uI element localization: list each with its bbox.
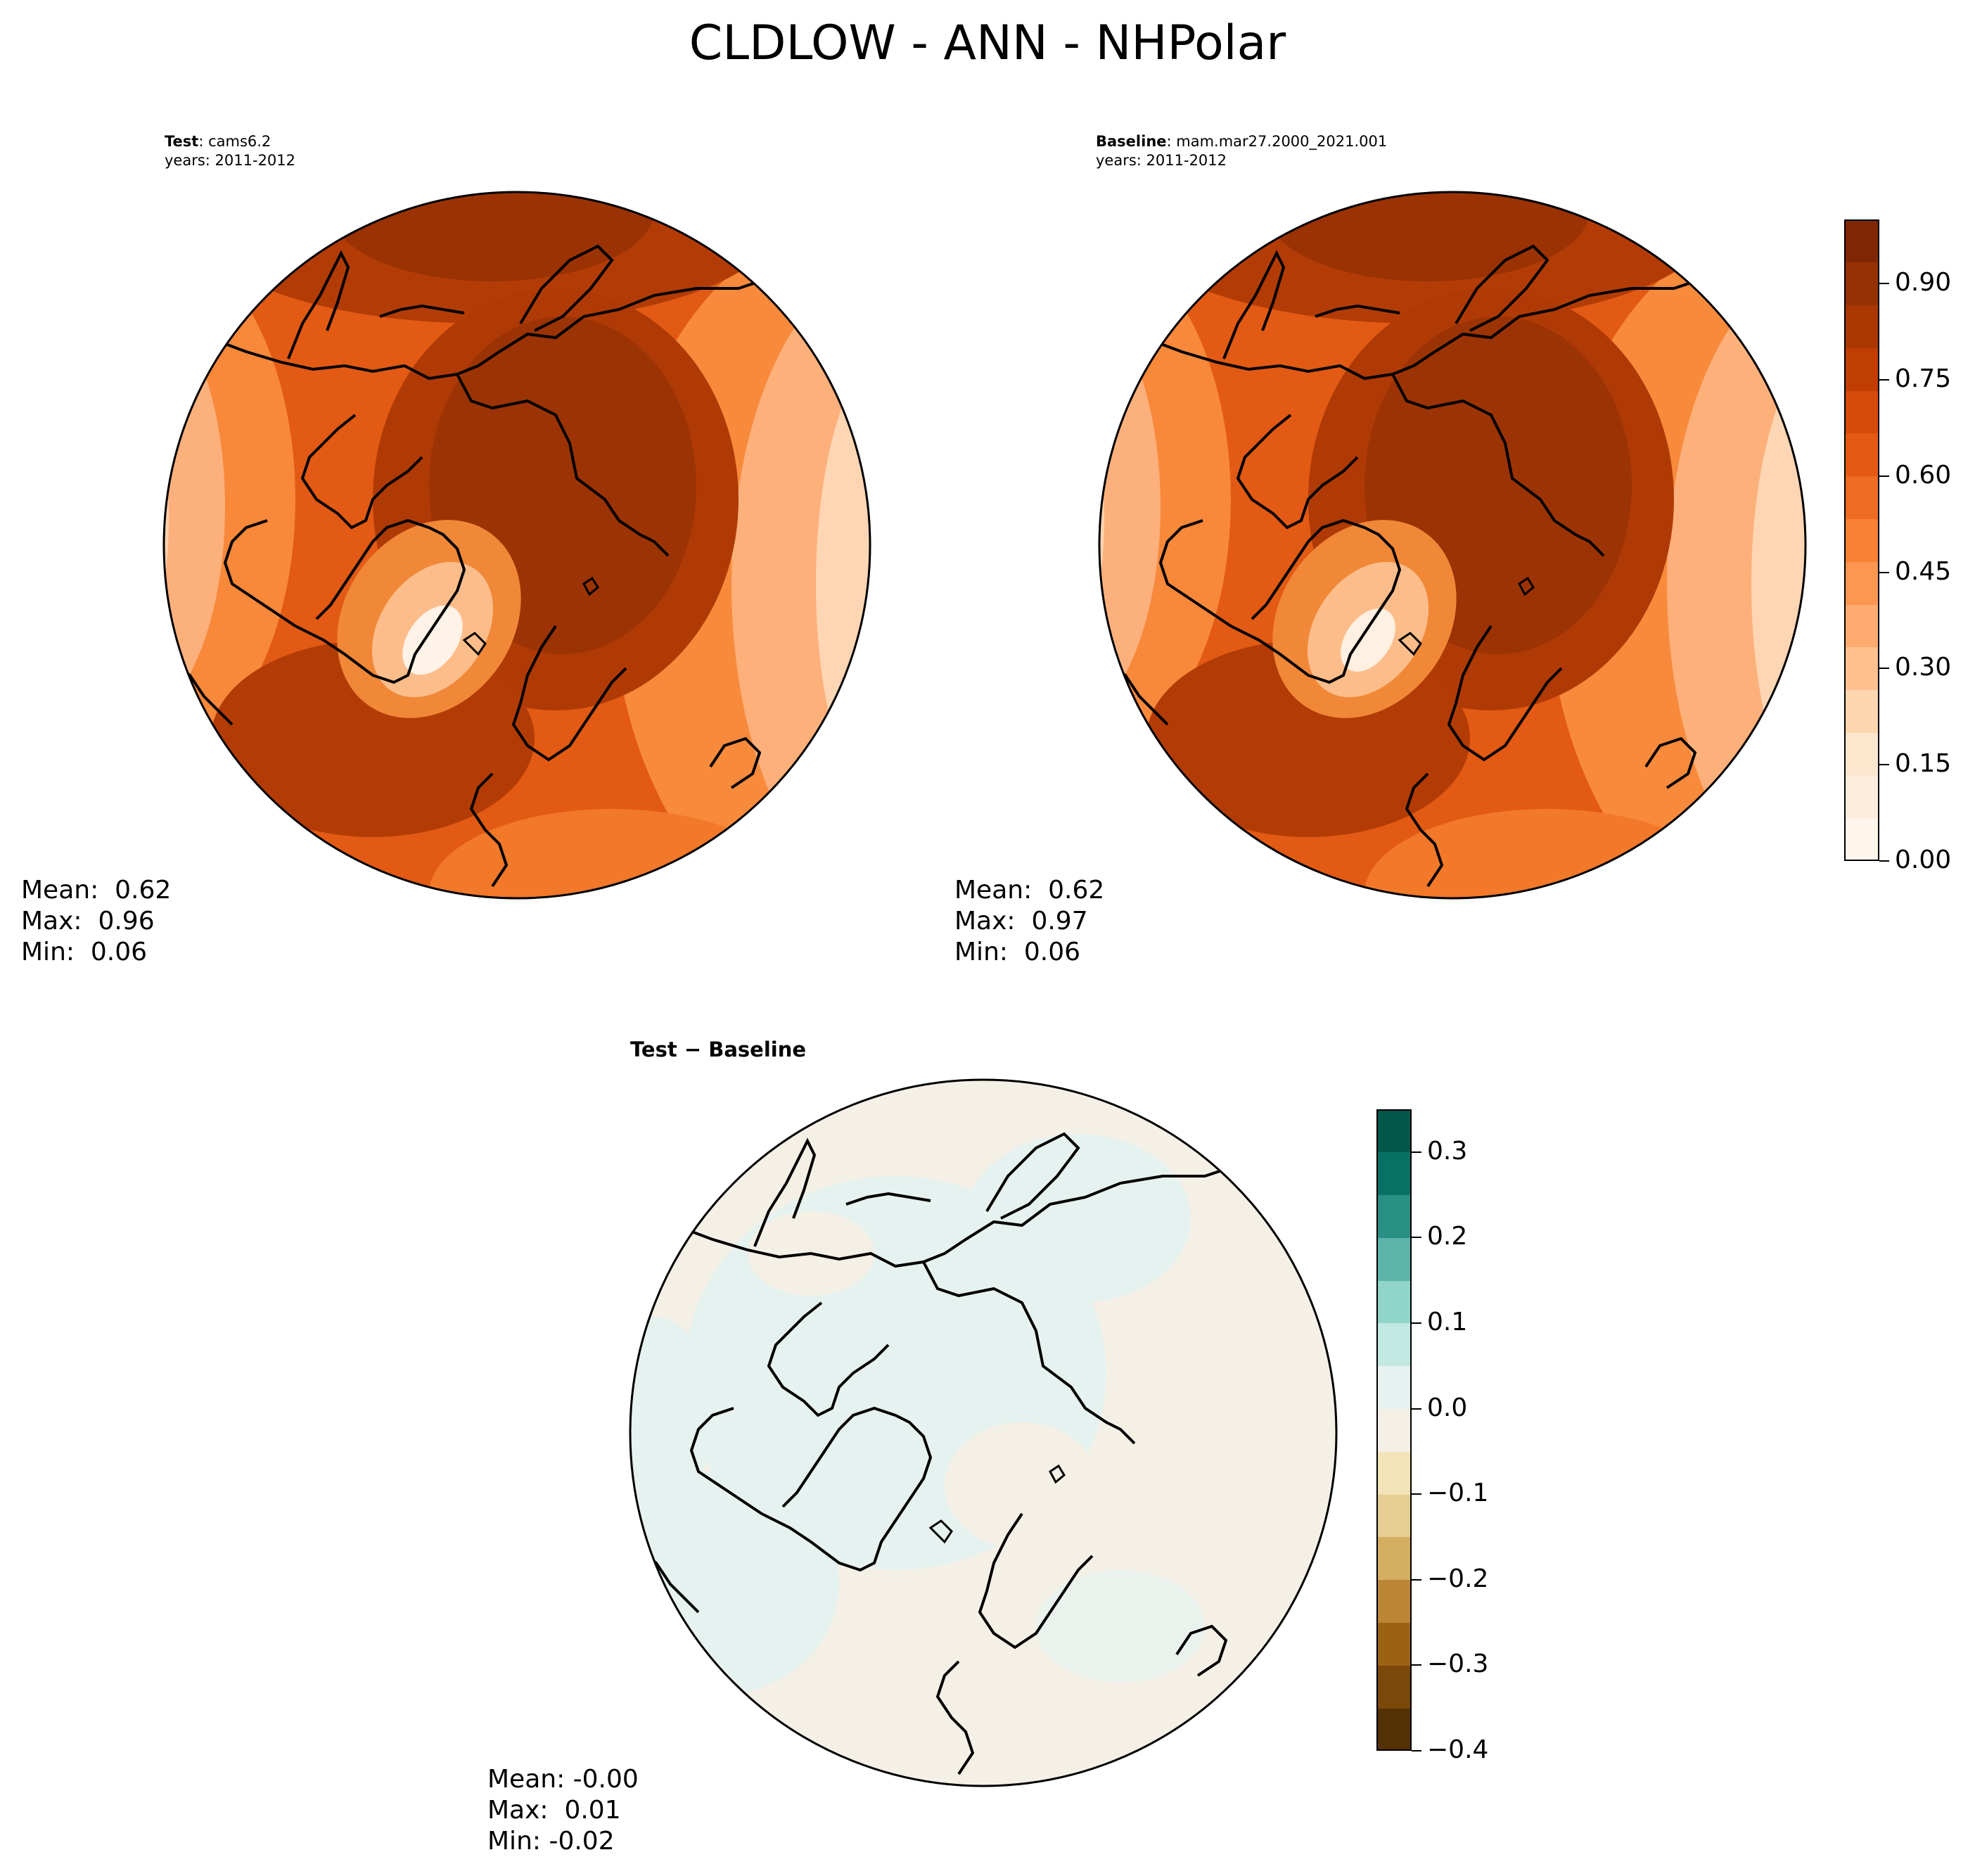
baseline-label: Baseline [1096, 133, 1167, 150]
diff-colorbar-tick-label: 0.2 [1427, 1222, 1468, 1251]
diff-map [629, 1078, 1338, 1787]
test-min: Min: 0.06 [21, 938, 148, 966]
diff-colorbar-segment [1376, 1408, 1412, 1452]
diff-min: Min: -0.02 [487, 1827, 615, 1856]
main-colorbar-segment [1844, 305, 1879, 348]
main-colorbar-segment [1844, 647, 1879, 691]
baseline-panel-header: Baseline: mam.mar27.2000_2021.001 years:… [1096, 132, 1387, 170]
main-colorbar-tick-label: 0.00 [1895, 846, 1952, 874]
main-colorbar-segment [1844, 818, 1879, 862]
diff-colorbar-tick-label: −0.4 [1427, 1735, 1489, 1764]
diff-colorbar-segment [1376, 1494, 1412, 1538]
main-colorbar-tick-label: 0.45 [1895, 556, 1952, 586]
diff-colorbar-tick-label: 0.3 [1427, 1136, 1468, 1166]
main-colorbar-segment [1844, 433, 1879, 477]
main-colorbar-tick [1879, 283, 1889, 285]
main-colorbar [1844, 219, 1879, 862]
diff-colorbar-segment [1376, 1622, 1412, 1666]
main-colorbar-tick [1879, 571, 1889, 573]
diff-colorbar-tick-label: −0.2 [1427, 1564, 1489, 1593]
diff-colorbar-tick [1412, 1322, 1421, 1324]
baseline-case-name: : mam.mar27.2000_2021.001 [1166, 133, 1388, 150]
test-mean: Mean: 0.62 [21, 876, 172, 905]
main-colorbar-tick [1879, 860, 1889, 862]
diff-colorbar-tick-label: 0.0 [1427, 1393, 1468, 1422]
main-colorbar-segment [1844, 775, 1879, 819]
diff-stats: Mean: -0.00 Max: 0.01 Min: -0.02 [487, 1764, 639, 1857]
diff-panel-title: Test − Baseline [630, 1038, 806, 1061]
diff-colorbar-tick [1412, 1578, 1421, 1581]
test-label: Test [165, 133, 199, 150]
diff-mean: Mean: -0.00 [487, 1765, 639, 1794]
main-colorbar-segment [1844, 262, 1879, 306]
diff-colorbar-tick [1412, 1408, 1421, 1410]
main-colorbar-segment [1844, 219, 1879, 263]
baseline-map [1098, 191, 1807, 900]
test-stats: Mean: 0.62 Max: 0.96 Min: 0.06 [21, 875, 171, 968]
diff-colorbar-segment [1376, 1151, 1412, 1196]
diff-title-op: − [677, 1038, 709, 1061]
diff-colorbar-segment [1376, 1194, 1412, 1238]
main-colorbar-segment [1844, 732, 1879, 776]
diff-colorbar-tick [1412, 1664, 1421, 1666]
diff-colorbar-tick [1412, 1493, 1421, 1495]
baseline-years: years: 2011-2012 [1096, 152, 1227, 169]
baseline-min: Min: 0.06 [954, 938, 1081, 966]
main-colorbar-segment [1844, 604, 1879, 648]
main-colorbar-tick [1879, 379, 1889, 381]
diff-colorbar-segment [1376, 1323, 1412, 1367]
test-years: years: 2011-2012 [165, 152, 296, 169]
main-colorbar-tick [1879, 764, 1889, 766]
main-colorbar-tick [1879, 668, 1889, 670]
diff-colorbar-segment [1376, 1708, 1412, 1751]
main-colorbar-tick-label: 0.30 [1895, 653, 1952, 682]
diff-colorbar-segment [1376, 1109, 1412, 1153]
diff-colorbar [1376, 1109, 1412, 1751]
diff-colorbar-segment [1376, 1579, 1412, 1623]
main-colorbar-tick-label: 0.60 [1895, 460, 1952, 490]
diff-colorbar-segment [1376, 1365, 1412, 1410]
diff-colorbar-tick [1412, 1151, 1421, 1153]
main-colorbar-segment [1844, 390, 1879, 434]
diff-title-right: Baseline [708, 1038, 807, 1061]
main-colorbar-tick-label: 0.15 [1895, 749, 1952, 779]
diff-colorbar-tick [1412, 1237, 1421, 1239]
diff-colorbar-tick [1412, 1750, 1421, 1751]
diff-max: Max: 0.01 [487, 1796, 621, 1825]
test-case-name: : cams6.2 [198, 133, 271, 150]
test-panel-header: Test: cams6.2 years: 2011-2012 [165, 132, 295, 170]
main-colorbar-tick-label: 0.90 [1895, 268, 1952, 298]
baseline-max: Max: 0.97 [954, 907, 1088, 936]
figure-title: CLDLOW - ANN - NHPolar [689, 15, 1286, 71]
main-colorbar-segment [1844, 476, 1879, 520]
main-colorbar-segment [1844, 347, 1879, 391]
diff-colorbar-frame [1376, 1109, 1412, 1751]
main-colorbar-segment [1844, 561, 1879, 605]
main-colorbar-tick-label: 0.75 [1895, 364, 1952, 393]
main-colorbar-frame [1844, 219, 1879, 861]
baseline-mean: Mean: 0.62 [954, 876, 1105, 905]
test-max: Max: 0.96 [21, 907, 155, 936]
diff-colorbar-segment [1376, 1537, 1412, 1581]
diff-title-left: Test [630, 1038, 677, 1061]
diff-colorbar-segment [1376, 1665, 1412, 1709]
main-colorbar-segment [1844, 689, 1879, 734]
diff-colorbar-tick-label: 0.1 [1427, 1308, 1468, 1336]
diff-colorbar-tick-label: −0.1 [1427, 1479, 1489, 1508]
diff-colorbar-segment [1376, 1451, 1412, 1495]
diff-colorbar-segment [1376, 1237, 1412, 1281]
main-colorbar-tick [1879, 475, 1889, 477]
diff-colorbar-segment [1376, 1280, 1412, 1324]
test-map [162, 191, 871, 900]
baseline-stats: Mean: 0.62 Max: 0.97 Min: 0.06 [954, 875, 1104, 968]
main-colorbar-segment [1844, 518, 1879, 562]
diff-colorbar-tick-label: −0.3 [1427, 1650, 1489, 1679]
